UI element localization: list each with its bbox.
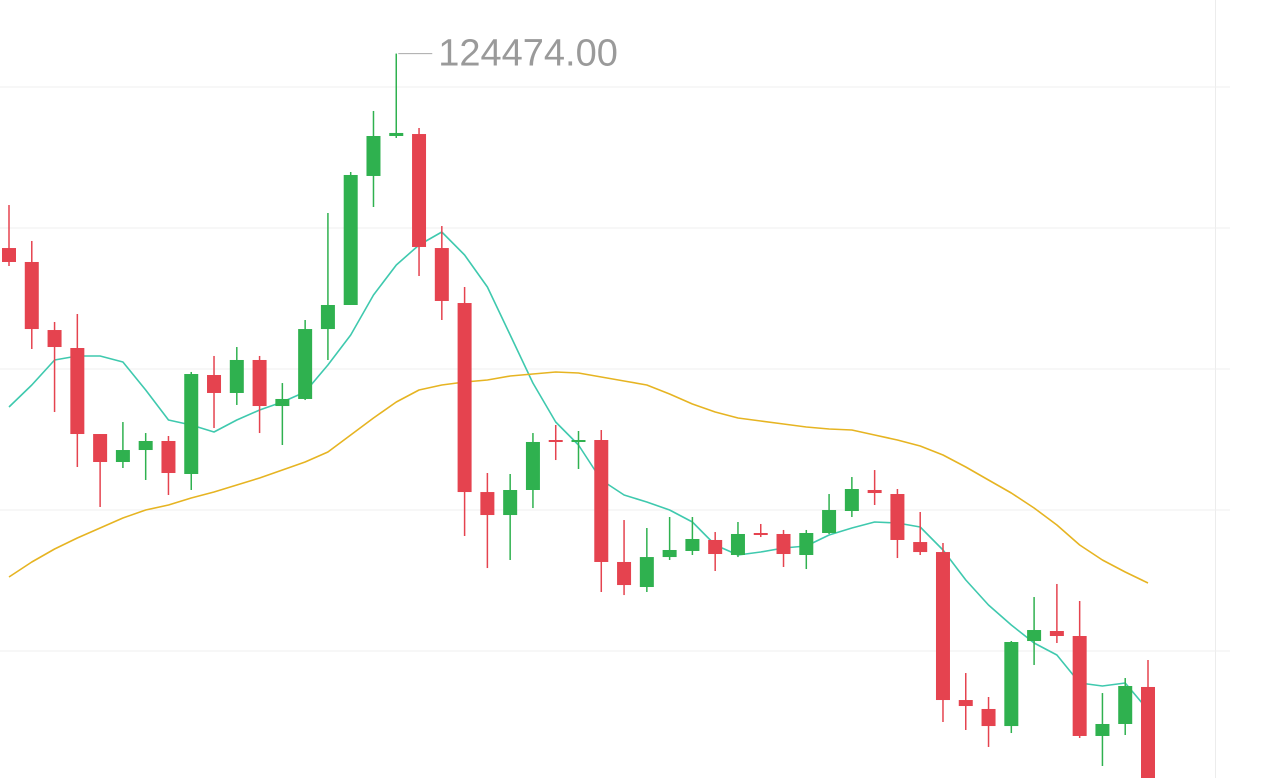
candle-body: [161, 440, 176, 474]
candle-body: [47, 330, 62, 348]
candle-body: [275, 398, 290, 407]
candle-body: [617, 561, 632, 586]
candle-body: [434, 248, 449, 301]
candle-body: [822, 510, 837, 534]
candle-body: [1072, 636, 1087, 736]
candle-body: [935, 552, 950, 701]
candle-body: [70, 348, 85, 435]
candle-body: [93, 434, 108, 463]
candle-body: [1118, 685, 1133, 724]
candle-body: [594, 440, 609, 562]
candle-body: [890, 494, 905, 540]
candle-body: [662, 549, 677, 558]
candle-body: [776, 533, 791, 555]
candle-body: [252, 359, 267, 407]
candle-body: [958, 700, 973, 707]
candle-body: [1141, 686, 1155, 778]
candle-body: [298, 329, 313, 399]
moving-average-line: [8, 371, 1149, 584]
moving-average-line: [8, 231, 1149, 711]
candle-body: [366, 136, 381, 176]
candle-body: [571, 440, 586, 443]
annotation-label: 124474.00: [438, 33, 618, 75]
candle-body: [913, 542, 928, 553]
candle-body: [503, 489, 518, 516]
candle-body: [457, 303, 472, 493]
candle-body: [343, 174, 358, 305]
candle-body: [525, 441, 540, 490]
candle-body: [708, 539, 723, 555]
candle-body: [1027, 630, 1042, 642]
candle-body: [1049, 631, 1064, 637]
candle-body: [844, 489, 859, 512]
candle-body: [320, 304, 335, 330]
candle-body: [1095, 723, 1110, 736]
candle-body: [639, 557, 654, 588]
candle-body: [1004, 641, 1019, 727]
candle-body: [115, 450, 130, 463]
candle-body: [685, 538, 700, 551]
candle-body: [229, 359, 244, 393]
candle-body: [799, 533, 814, 555]
candle-body: [480, 492, 495, 516]
candle-body: [753, 533, 768, 536]
candle-body: [138, 440, 153, 451]
candle-body: [412, 134, 427, 247]
candle-body: [184, 374, 199, 474]
candle-body: [981, 708, 996, 727]
candle-body: [730, 533, 745, 555]
candle-body: [389, 132, 404, 137]
candle-body: [548, 440, 563, 443]
candle-body: [207, 375, 222, 393]
candle-body: [24, 261, 39, 330]
candle-body: [2, 248, 16, 262]
candle-body: [867, 489, 882, 494]
